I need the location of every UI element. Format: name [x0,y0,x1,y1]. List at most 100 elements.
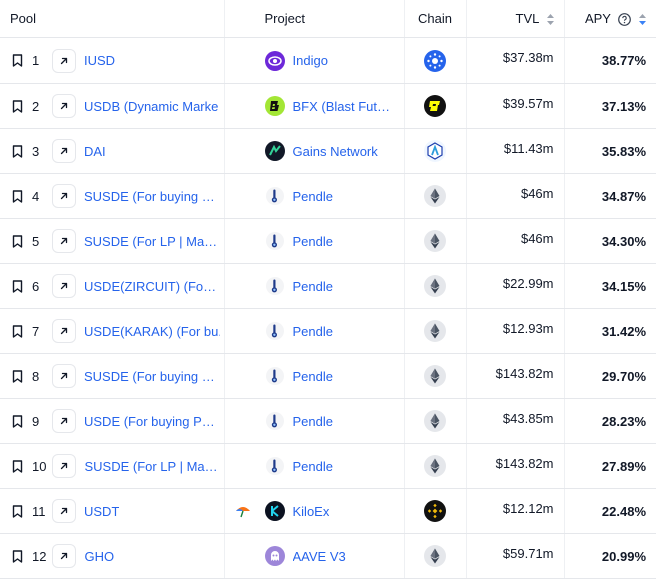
open-pool-button[interactable] [52,139,76,163]
project-link[interactable]: Pendle [292,323,333,339]
cardano-chain-icon[interactable] [424,49,446,72]
ethereum-chain-icon[interactable] [424,185,446,207]
table-row: 12 GHO AAVE V3 $59.71m 20.99% [0,533,656,579]
project-link[interactable]: Indigo [292,53,328,68]
project-link[interactable]: Gains Network [292,143,378,159]
bookmark-icon[interactable] [10,54,24,68]
bookmark-icon[interactable] [10,279,24,293]
open-pool-button[interactable] [52,274,76,298]
ethereum-chain-icon[interactable] [424,455,446,477]
pool-link[interactable]: USDT [84,503,120,519]
pool-link[interactable]: GHO [84,548,115,564]
project-cell: Pendle [224,218,405,264]
project-link[interactable]: Pendle [292,233,333,249]
apy-cell: 28.23% [564,398,656,444]
help-icon[interactable] [618,13,632,26]
pool-link[interactable]: SUSDE (For buying P… [84,368,220,384]
external-arrow-icon [60,192,68,200]
external-arrow-icon [60,237,68,245]
ethereum-chain-icon[interactable] [424,545,446,567]
pool-cell: 11 USDT [0,488,225,534]
project-link[interactable]: Pendle [292,188,333,204]
rank-number: 1 [32,53,40,68]
chain-header-label: Chain [418,11,452,26]
arbitrum-chain-icon[interactable] [424,140,446,162]
rank-number: 3 [32,143,40,159]
pendle-logo [265,276,285,296]
pool-cell: 6 USDE(ZIRCUIT) (For … [0,263,225,309]
open-pool-button[interactable] [52,319,76,343]
sort-descending-icon[interactable] [639,14,646,26]
bookmark-icon[interactable] [10,189,24,203]
table-row: 7 USDE(KARAK) (For bu. Pendle $12.93m 31… [0,308,656,354]
bookmark-icon[interactable] [10,324,24,338]
pool-link[interactable]: SUSDE (For LP | Mat… [84,233,220,249]
ethereum-chain-icon[interactable] [424,320,446,342]
pendle-logo [265,186,285,206]
pool-link[interactable]: USDE(KARAK) (For bu. [84,323,220,339]
apy-value: 37.13% [601,98,646,114]
apy-cell: 29.70% [564,353,656,399]
tvl-cell: $39.57m [466,83,565,129]
bookmark-icon[interactable] [10,459,24,473]
ethereum-chain-icon[interactable] [424,275,446,297]
table-row: 8 SUSDE (For buying P… Pendle $143.82m 2… [0,353,656,399]
sort-icon[interactable] [546,14,554,26]
pendle-logo [265,321,285,341]
project-link[interactable]: Pendle [292,368,333,384]
pool-link[interactable]: USDE(ZIRCUIT) (For … [84,278,220,294]
open-pool-button[interactable] [52,184,76,208]
apy-column-header[interactable]: APY [564,0,656,38]
apy-value: 22.48% [601,503,646,519]
ethereum-chain-icon[interactable] [424,410,446,432]
table-row: 5 SUSDE (For LP | Mat… Pendle $46m 34.30… [0,218,656,264]
pool-link[interactable]: USDB (Dynamic Marke [84,98,219,114]
ethereum-chain-icon[interactable] [424,365,446,387]
bookmark-icon[interactable] [10,99,24,113]
bookmark-icon[interactable] [10,369,24,383]
pool-link[interactable]: SUSDE (For buying P… [84,188,220,204]
bookmark-icon[interactable] [10,414,24,428]
open-pool-button[interactable] [52,454,77,478]
table-row: 11 USDT KiloEx $12.12m 22.48% [0,488,656,534]
pool-cell: 1 IUSD [0,37,225,84]
pool-link[interactable]: USDE (For buying PT… [84,413,220,429]
ethereum-chain-icon[interactable] [424,230,446,252]
pool-cell: 3 DAI [0,128,225,174]
tvl-header-label[interactable]: TVL [515,11,539,26]
table-row: 1 IUSD Indigo $37.38m 38.77% [0,37,656,84]
pool-link[interactable]: IUSD [84,53,116,68]
project-link[interactable]: Pendle [292,458,333,474]
open-pool-button[interactable] [52,499,76,523]
tvl-value: $46m [520,230,554,246]
open-pool-button[interactable] [52,364,76,388]
open-pool-button[interactable] [52,544,77,568]
pool-link[interactable]: SUSDE (For LP | Mat… [84,458,221,474]
table-header-row: Pool Project Chain TVL APY [0,0,656,38]
project-link[interactable]: AAVE V3 [292,548,346,564]
project-link[interactable]: Pendle [292,413,333,429]
blast-chain-icon[interactable] [424,95,446,117]
tvl-value: $37.38m [502,50,554,65]
pool-column-header: Pool [0,0,225,38]
apy-header-label[interactable]: APY [584,10,611,26]
chain-cell [404,443,467,489]
pool-link[interactable]: DAI [84,143,106,159]
bookmark-icon[interactable] [10,549,24,563]
open-pool-button[interactable] [52,409,76,433]
project-link[interactable]: Pendle [292,278,333,294]
project-link[interactable]: KiloEx [292,503,330,519]
tvl-column-header[interactable]: TVL [466,0,565,38]
pool-header-label: Pool [10,11,37,26]
tvl-cell: $143.82m [466,353,565,399]
bookmark-icon[interactable] [10,504,24,518]
project-link[interactable]: BFX (Blast Fut… [292,98,391,114]
open-pool-button[interactable] [52,48,76,73]
bookmark-icon[interactable] [10,234,24,248]
open-pool-button[interactable] [52,94,76,118]
bookmark-icon[interactable] [10,144,24,158]
external-arrow-icon [60,327,68,335]
open-pool-button[interactable] [52,229,76,253]
bnb-chain-icon[interactable] [424,500,446,522]
